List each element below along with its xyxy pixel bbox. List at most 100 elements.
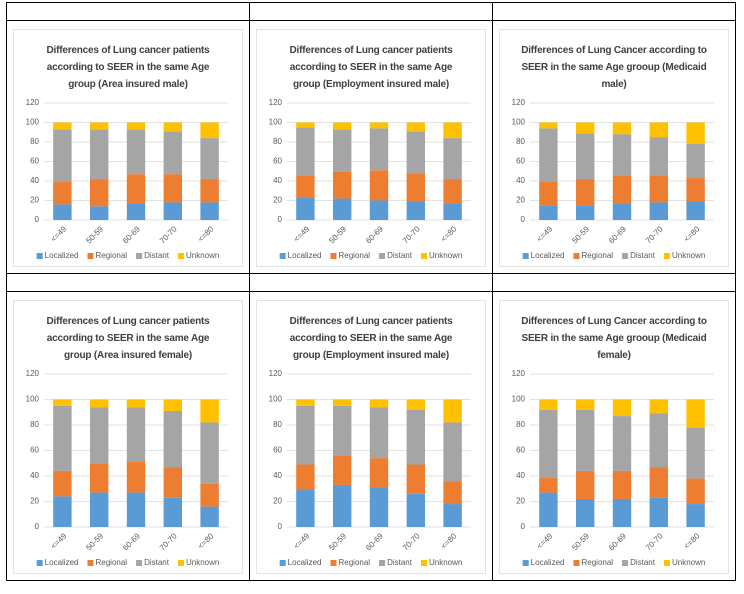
legend-label: Localized xyxy=(288,251,322,260)
x-tick-label: <=49 xyxy=(49,224,69,244)
y-tick-label: 60 xyxy=(273,446,282,455)
y-tick-label: 80 xyxy=(30,420,39,429)
bar-segment xyxy=(126,461,146,493)
y-tick-label: 100 xyxy=(269,395,283,404)
bar-segment xyxy=(539,128,558,182)
y-tick-label: 120 xyxy=(26,369,40,378)
bar-segment xyxy=(406,464,425,494)
bar-segment xyxy=(649,467,668,498)
x-tick-label: 50-59 xyxy=(84,531,105,552)
legend-label: Regional xyxy=(581,251,613,260)
legend-swatch xyxy=(622,253,629,259)
x-tick-label: <=80 xyxy=(196,531,216,551)
bar-segment xyxy=(296,405,315,465)
chart-box: Differences of Lung Cancer according to … xyxy=(499,300,729,574)
chart: 0 20 40 60 80 100 120 <=49 50-59 60-69 70-70 <=80 Lo… xyxy=(26,369,228,567)
empty-cell xyxy=(492,273,736,292)
legend-label: Unknown xyxy=(672,251,705,260)
bar-segment xyxy=(53,129,72,182)
bar-segment xyxy=(53,470,72,497)
bar-segment xyxy=(612,175,632,204)
bar-segment xyxy=(296,197,315,220)
legend-swatch xyxy=(522,253,529,259)
x-tick-label: <=80 xyxy=(682,531,702,551)
y-tick-label: 20 xyxy=(273,497,282,506)
y-tick-label: 60 xyxy=(273,157,282,166)
bar-segment xyxy=(539,477,558,493)
x-tick-label: 70-70 xyxy=(644,531,665,552)
bar-segment xyxy=(369,458,389,488)
legend-label: Distant xyxy=(144,251,170,260)
bar-segment xyxy=(296,122,315,128)
y-tick-label: 80 xyxy=(273,420,282,429)
legend-label: Unknown xyxy=(186,251,219,260)
bar-segment xyxy=(296,399,315,406)
bar-segment xyxy=(126,174,146,204)
bar-segment xyxy=(649,122,668,138)
chart-title: Differences of Lung cancer patients acco… xyxy=(46,316,210,361)
bar-segment xyxy=(576,133,595,180)
chart: 0 20 40 60 80 100 120 <=49 50-59 60-69 70-70 <=80 Lo… xyxy=(512,98,714,260)
bar-segment xyxy=(369,128,389,171)
bar-segment xyxy=(369,487,389,527)
bar-segment xyxy=(576,498,595,527)
chart-panel: Differences of Lung cancer patients acco… xyxy=(250,292,492,580)
legend-label: Distant xyxy=(387,558,413,567)
y-tick-label: 20 xyxy=(516,497,525,506)
bar-segment xyxy=(406,173,425,202)
x-tick-label: <=80 xyxy=(439,531,459,551)
plot-area: 0 20 40 60 80 100 120 <=49 50-59 60-69 70-70 <=80 Lo… xyxy=(14,368,242,573)
chart: 0 20 40 60 80 100 120 <=49 50-59 60-69 70-70 <=80 Lo… xyxy=(26,98,228,260)
bar-segment xyxy=(163,399,182,411)
legend-swatch xyxy=(136,560,143,566)
bar-segment xyxy=(686,478,705,505)
bar-segment xyxy=(539,181,558,206)
legend-swatch xyxy=(279,560,286,566)
chart-box: Differences of Lung cancer patients acco… xyxy=(256,300,486,574)
legend-swatch xyxy=(87,253,94,259)
bar-segment xyxy=(443,504,462,527)
bar-segment xyxy=(333,405,352,456)
bar-segment xyxy=(90,206,109,220)
bar-segment xyxy=(163,131,182,175)
bar-segment xyxy=(296,127,315,176)
bar-segment xyxy=(649,137,668,176)
y-tick-label: 100 xyxy=(512,395,526,404)
bar-segment xyxy=(649,202,668,220)
legend-swatch xyxy=(177,253,184,259)
y-tick-label: 40 xyxy=(516,176,525,185)
bar-segment xyxy=(406,409,425,465)
legend-swatch xyxy=(87,560,94,566)
bar-segment xyxy=(200,399,219,423)
y-tick-label: 80 xyxy=(516,137,525,146)
bar-segment xyxy=(163,410,182,468)
y-tick-label: 120 xyxy=(269,98,283,107)
bar-segment xyxy=(539,122,558,129)
bar-segment xyxy=(126,129,146,175)
spacer-row xyxy=(6,273,736,292)
legend: Localized Regional Distant Unknown xyxy=(279,558,462,567)
bar-segment xyxy=(443,422,462,482)
x-tick-label: 50-59 xyxy=(570,531,591,552)
legend-label: Localized xyxy=(531,251,565,260)
bar-segment xyxy=(649,399,668,414)
y-tick-label: 0 xyxy=(35,522,40,531)
bar-segment xyxy=(443,399,462,423)
legend-swatch xyxy=(522,560,529,566)
x-tick-label: 60-69 xyxy=(364,224,385,245)
bar-segment xyxy=(163,202,182,220)
plot-area: 0 20 40 60 80 100 120 <=49 50-59 60-69 70-70 <=80 Lo… xyxy=(257,368,485,573)
bar-segment xyxy=(200,506,219,527)
x-tick-label: 70-70 xyxy=(158,531,179,552)
legend-swatch xyxy=(379,560,386,566)
chart-panel: Differences of Lung cancer patients acco… xyxy=(7,21,249,273)
y-tick-label: 80 xyxy=(30,137,39,146)
y-tick-label: 120 xyxy=(26,98,40,107)
bar-segment xyxy=(443,203,462,220)
bar-segment xyxy=(686,178,705,202)
chart-title: Differences of Lung cancer patients acco… xyxy=(289,45,453,90)
empty-cell xyxy=(6,2,250,21)
bar-segment xyxy=(649,413,668,468)
bar-segment xyxy=(406,201,425,220)
legend-label: Regional xyxy=(338,558,370,567)
